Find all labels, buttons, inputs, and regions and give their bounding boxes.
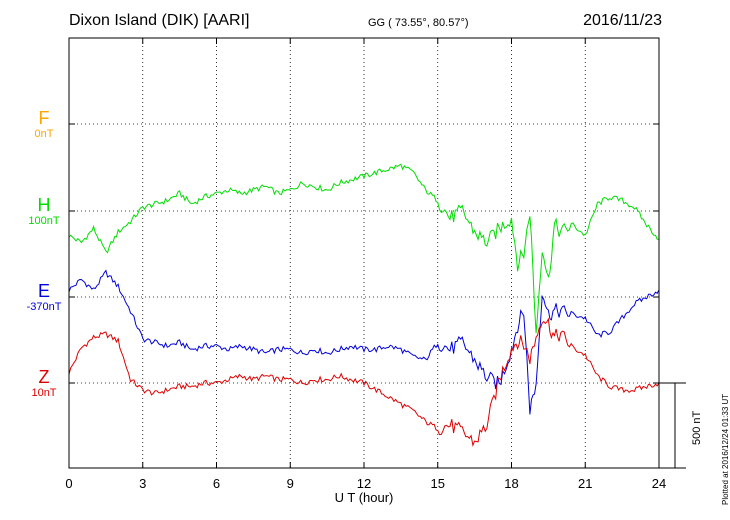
- x-tick-label: 18: [504, 476, 518, 491]
- x-tick-label: 24: [652, 476, 666, 491]
- date-label: 2016/11/23: [583, 12, 662, 29]
- x-tick-label: 0: [65, 476, 72, 491]
- component-label-f: F 0nT: [14, 108, 74, 141]
- x-tick-label: 3: [139, 476, 146, 491]
- x-tick-label: 21: [578, 476, 592, 491]
- series-line-e: [68, 269, 660, 415]
- component-baseline: 100nT: [28, 215, 60, 227]
- component-label-e: E -370nT: [14, 281, 74, 314]
- station-coordinates: GG ( 73.55°, 80.57°): [368, 17, 469, 29]
- series-line-z: [68, 317, 660, 447]
- x-tick-label: 12: [357, 476, 371, 491]
- component-label-z: Z 10nT: [14, 367, 74, 400]
- x-axis: 0 3 6 9 12 15 18 21 24: [65, 38, 666, 491]
- x-tick-label: 9: [287, 476, 294, 491]
- component-letter: Z: [38, 367, 50, 387]
- plotted-timestamp: Plotted at 2016/12/24 01:33 UT: [721, 393, 730, 505]
- scale-bar-label: 500 nT: [691, 410, 703, 445]
- x-axis-label: U T (hour): [335, 490, 394, 505]
- component-letter: H: [37, 195, 51, 215]
- component-baseline: 0nT: [34, 128, 54, 140]
- x-tick-label: 6: [213, 476, 220, 491]
- component-baseline: 10nT: [31, 387, 57, 399]
- component-letter: E: [37, 281, 50, 301]
- component-baseline: -370nT: [26, 301, 62, 313]
- scale-bar: [659, 382, 686, 469]
- station-title: Dixon Island (DIK) [AARI]: [69, 12, 250, 29]
- series-line-h: [68, 163, 660, 334]
- series-lines: [68, 163, 660, 447]
- x-tick-label: 15: [431, 476, 445, 491]
- grid: [69, 38, 659, 468]
- component-label-h: H 100nT: [14, 195, 74, 228]
- component-letter: F: [38, 108, 50, 128]
